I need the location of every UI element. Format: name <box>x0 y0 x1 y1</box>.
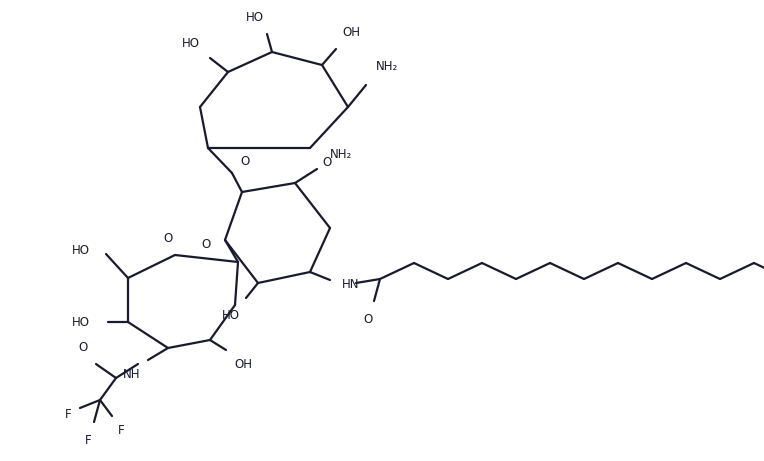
Text: O: O <box>163 232 173 245</box>
Text: F: F <box>86 434 92 447</box>
Text: HO: HO <box>246 11 264 24</box>
Text: O: O <box>79 341 88 354</box>
Text: HO: HO <box>72 243 90 256</box>
Text: HO: HO <box>222 309 240 322</box>
Text: O: O <box>364 313 373 326</box>
Text: NH₂: NH₂ <box>376 60 398 73</box>
Text: O: O <box>202 237 211 250</box>
Text: NH₂: NH₂ <box>330 148 352 161</box>
Text: NH: NH <box>122 368 140 381</box>
Text: OH: OH <box>342 26 360 39</box>
Text: HO: HO <box>72 315 90 329</box>
Text: F: F <box>66 408 72 420</box>
Text: F: F <box>118 424 125 437</box>
Text: HN: HN <box>342 278 360 290</box>
Text: O: O <box>322 156 332 169</box>
Text: O: O <box>240 155 249 168</box>
Text: OH: OH <box>234 358 252 371</box>
Text: HO: HO <box>182 37 200 50</box>
